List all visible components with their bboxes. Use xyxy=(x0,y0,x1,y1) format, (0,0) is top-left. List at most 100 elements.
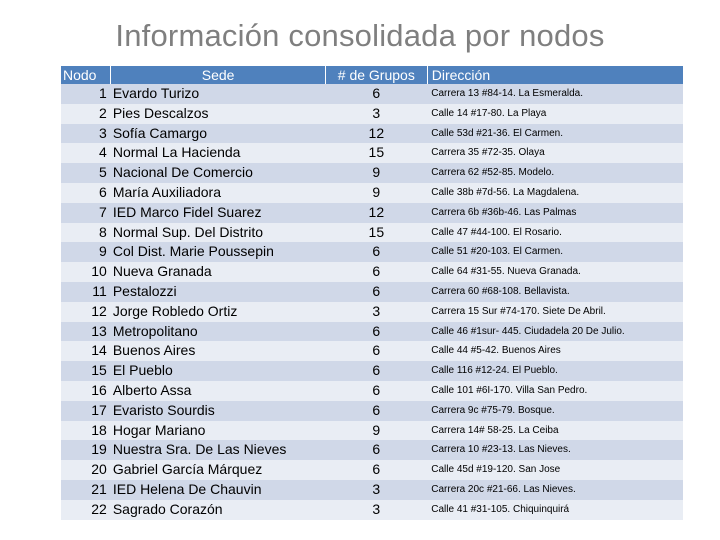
nodo-cell: 22 xyxy=(61,499,111,520)
grupos-cell: 15 xyxy=(325,143,428,164)
direccion-cell: Carrera 60 #68-108. Bellavista. xyxy=(427,281,683,302)
sede-cell: IED Helena De Chauvin xyxy=(110,479,326,500)
sede-cell: Metropolitano xyxy=(110,321,326,342)
direccion-cell: Calle 38b #7d-56. La Magdalena. xyxy=(427,182,683,203)
grupos-cell: 6 xyxy=(325,242,428,263)
sede-cell: María Auxiliadora xyxy=(110,182,326,203)
direccion-cell: Calle 45d #19-120. San Jose xyxy=(427,460,683,480)
sede-cell: Evaristo Sourdis xyxy=(110,400,326,421)
sede-cell: Evardo Turizo xyxy=(110,84,326,104)
nodo-cell: 13 xyxy=(61,321,111,342)
sede-cell: IED Marco Fidel Suarez xyxy=(110,202,326,223)
nodo-cell: 21 xyxy=(61,479,111,500)
nodo-cell: 12 xyxy=(61,301,111,322)
grupos-cell: 3 xyxy=(325,103,428,124)
grupos-cell: 12 xyxy=(325,202,428,223)
table-row: 16 Alberto Assa 6 Calle 101 #6I-170. Villa … xyxy=(61,380,683,401)
sede-cell: Nueva Granada xyxy=(110,262,326,282)
direccion-cell: Calle 46 #1sur- 445. Ciudadela 20 De Jul… xyxy=(427,321,683,342)
table-row: 5 Nacional De Comercio 9 Carrera 62 #52-85.… xyxy=(61,163,683,183)
header-sede: Sede xyxy=(110,66,326,84)
sede-cell: Normal La Hacienda xyxy=(110,143,326,164)
direccion-cell: Calle 14 #17-80. La Playa xyxy=(427,103,683,124)
nodo-cell: 10 xyxy=(61,262,111,282)
nodo-cell: 16 xyxy=(61,380,111,401)
sede-cell: Hogar Mariano xyxy=(110,420,326,441)
nodo-cell: 8 xyxy=(61,222,111,243)
grupos-cell: 9 xyxy=(325,182,428,203)
sede-cell: Sagrado Corazón xyxy=(110,499,326,520)
page-title: Información consolidada por nodos xyxy=(115,18,605,53)
direccion-cell: Calle 44 #5-42. Buenos Aires xyxy=(427,341,683,362)
grupos-cell: 6 xyxy=(325,341,428,362)
header-direccion: Dirección xyxy=(427,66,683,84)
table-row: 21 IED Helena De Chauvin 3 Carrera 20c #21-… xyxy=(61,479,683,500)
nodo-cell: 7 xyxy=(61,202,111,223)
nodo-cell: 6 xyxy=(61,182,111,203)
header-grupos: # de Grupos xyxy=(325,66,428,84)
sede-cell: Nacional De Comercio xyxy=(110,163,326,183)
table-row: 17 Evaristo Sourdis 6 Carrera 9c #75-79. Bo… xyxy=(61,400,683,421)
grupos-cell: 6 xyxy=(325,281,428,302)
sede-cell: Sofía Camargo xyxy=(110,123,326,144)
sede-cell: Col Dist. Marie Poussepin xyxy=(110,242,326,263)
header-nodo: Nodo xyxy=(61,66,112,84)
sede-cell: Normal Sup. Del Distrito xyxy=(110,222,326,243)
nodo-cell: 19 xyxy=(61,440,111,461)
table-row: 12 Jorge Robledo Ortiz 3 Carrera 15 Sur #74… xyxy=(61,301,683,322)
nodo-cell: 11 xyxy=(61,281,111,302)
direccion-cell: Calle 53d #21-36. El Carmen. xyxy=(427,123,683,144)
grupos-cell: 6 xyxy=(325,321,428,342)
grupos-cell: 9 xyxy=(325,163,428,183)
table-row: 1 Evardo Turizo 6 Carrera 13 #84-14. La Esm… xyxy=(61,84,683,104)
direccion-cell: Carrera 62 #52-85. Modelo. xyxy=(427,163,683,183)
grupos-cell: 9 xyxy=(325,420,428,441)
nodo-cell: 20 xyxy=(61,460,111,480)
grupos-cell: 12 xyxy=(325,123,428,144)
nodo-cell: 9 xyxy=(61,242,111,263)
nodo-cell: 15 xyxy=(61,361,111,381)
grupos-cell: 6 xyxy=(325,380,428,401)
table-row: 13 Metropolitano 6 Calle 46 #1sur- 445. Ciu… xyxy=(61,321,683,342)
table-row: 8 Normal Sup. Del Distrito 15 Calle 47 #44-… xyxy=(61,222,683,243)
direccion-cell: Carrera 6b #36b-46. Las Palmas xyxy=(427,202,683,223)
nodo-cell: 2 xyxy=(61,103,111,124)
sede-cell: El Pueblo xyxy=(110,361,326,381)
grupos-cell: 6 xyxy=(325,400,428,421)
sede-cell: Pies Descalzos xyxy=(110,103,326,124)
direccion-cell: Calle 101 #6I-170. Villa San Pedro. xyxy=(427,380,683,401)
nodes-table: Nodo Sede # de Grupos Dirección 1 Evardo … xyxy=(61,66,683,520)
direccion-cell: Calle 47 #44-100. El Rosario. xyxy=(427,222,683,243)
grupos-cell: 15 xyxy=(325,222,428,243)
table-row: 2 Pies Descalzos 3 Calle 14 #17-80. La Play… xyxy=(61,103,683,124)
table-row: 18 Hogar Mariano 9 Carrera 14# 58-25. La Ce… xyxy=(61,420,683,441)
nodo-cell: 4 xyxy=(61,143,111,164)
sede-cell: Pestalozzi xyxy=(110,281,326,302)
nodo-cell: 17 xyxy=(61,400,111,421)
grupos-cell: 6 xyxy=(325,361,428,381)
table-row: 22 Sagrado Corazón 3 Calle 41 #31-105. Chiq… xyxy=(61,499,683,520)
direccion-cell: Carrera 10 #23-13. Las Nieves. xyxy=(427,440,683,461)
nodo-cell: 18 xyxy=(61,420,111,441)
table-row: 6 María Auxiliadora 9 Calle 38b #7d-56. La … xyxy=(61,182,683,203)
sede-cell: Jorge Robledo Ortiz xyxy=(110,301,326,322)
direccion-cell: Calle 41 #31-105. Chiquinquirá xyxy=(427,499,683,520)
grupos-cell: 6 xyxy=(325,262,428,282)
grupos-cell: 6 xyxy=(325,84,428,104)
table-row: 14 Buenos Aires 6 Calle 44 #5-42. Buenos Ai… xyxy=(61,341,683,362)
direccion-cell: Carrera 14# 58-25. La Ceiba xyxy=(427,420,683,441)
table-row: 7 IED Marco Fidel Suarez 12 Carrera 6b #36b… xyxy=(61,202,683,223)
direccion-cell: Carrera 9c #75-79. Bosque. xyxy=(427,400,683,421)
table-header-row: Nodo Sede # de Grupos Dirección xyxy=(61,66,683,84)
direccion-cell: Calle 51 #20-103. El Carmen. xyxy=(427,242,683,263)
table-row: 9 Col Dist. Marie Poussepin 6 Calle 51 #20-… xyxy=(61,242,683,263)
grupos-cell: 3 xyxy=(325,499,428,520)
table-row: 10 Nueva Granada 6 Calle 64 #31-55. Nueva G… xyxy=(61,262,683,282)
grupos-cell: 3 xyxy=(325,479,428,500)
sede-cell: Buenos Aires xyxy=(110,341,326,362)
sede-cell: Nuestra Sra. De Las Nieves xyxy=(110,440,326,461)
table-row: 19 Nuestra Sra. De Las Nieves 6 Carrera 10 … xyxy=(61,440,683,461)
sede-cell: Gabriel García Márquez xyxy=(110,460,326,480)
nodo-cell: 1 xyxy=(61,84,111,104)
table-row: 15 El Pueblo 6 Calle 116 #12-24. El Pueblo. xyxy=(61,361,683,381)
